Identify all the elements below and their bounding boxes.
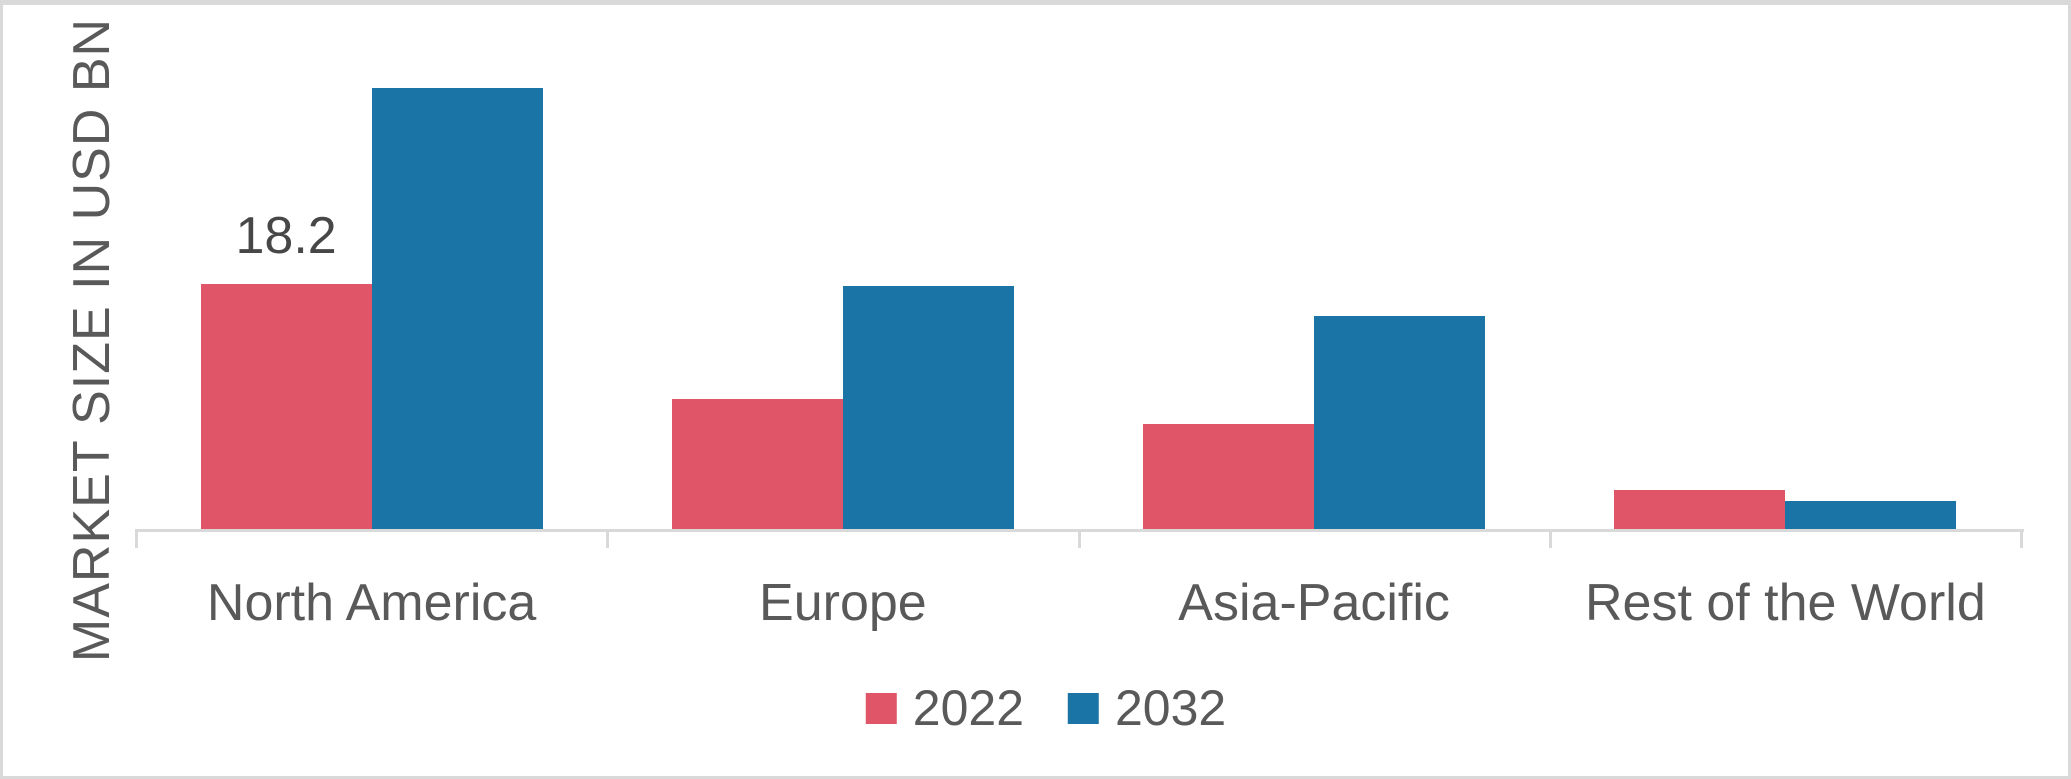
legend-label-2022: 2022 <box>912 680 1024 736</box>
x-axis-label-europe: Europe <box>759 574 927 632</box>
bar-2032-asia-pacific <box>1314 316 1486 529</box>
x-axis-label-rest-of-the-world: Rest of the World <box>1584 574 1986 632</box>
legend-swatch-2022 <box>865 692 897 724</box>
y-axis-title: MARKET SIZE IN USD BN <box>63 17 121 663</box>
x-axis-label-asia-pacific: Asia-Pacific <box>1178 574 1450 632</box>
x-axis-tick <box>2020 529 2023 548</box>
legend-label-2032: 2032 <box>1115 680 1227 736</box>
bar-2022-asia-pacific <box>1143 424 1315 529</box>
bar-2032-rest-of-the-world <box>1785 500 1957 529</box>
x-axis-tick <box>1548 529 1552 548</box>
x-axis-tick <box>1077 529 1081 548</box>
bar-2022-rest-of-the-world <box>1614 490 1786 529</box>
legend: 2022 2032 <box>865 680 1226 736</box>
bar-2022-europe <box>671 398 843 529</box>
legend-swatch-2032 <box>1068 692 1099 724</box>
data-label-2022-north-america: 18.2 <box>235 207 337 266</box>
x-axis-tick <box>606 529 610 548</box>
x-axis-tick <box>135 529 138 548</box>
legend-item-2022: 2022 <box>865 680 1024 736</box>
legend-item-2032: 2032 <box>1068 683 1226 733</box>
bar-2032-north-america <box>371 87 543 529</box>
bar-2022-north-america <box>200 284 372 529</box>
x-axis-label-north-america: North America <box>206 574 537 632</box>
plot-area: 18.2 <box>136 34 2021 529</box>
bar-2032-europe <box>842 285 1014 529</box>
